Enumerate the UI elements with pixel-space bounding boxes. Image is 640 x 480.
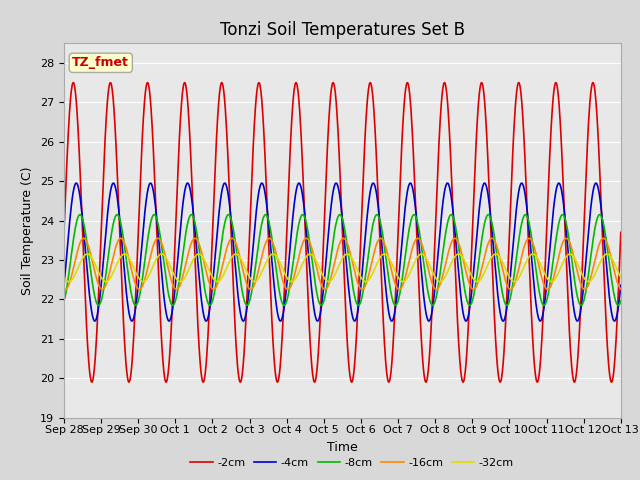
-32cm [60,275,68,280]
-4cm [425,318,433,324]
Line: -4cm: -4cm [64,183,621,321]
-8cm [60,298,68,304]
-4cm [429,301,437,307]
-16cm [551,269,559,275]
-32cm [617,275,625,280]
-2cm [551,81,559,87]
-4cm [552,192,559,197]
-2cm [617,229,625,235]
-4cm [502,309,510,314]
Line: -32cm: -32cm [64,254,621,282]
-16cm [429,282,436,288]
-32cm [552,276,559,281]
-16cm [563,235,570,241]
-2cm [429,281,437,287]
-2cm [246,207,254,213]
-8cm [206,302,214,308]
-4cm [184,180,191,186]
-8cm [552,241,559,247]
-32cm [246,275,254,281]
-32cm [502,268,510,274]
-8cm [225,212,232,217]
-8cm [502,302,510,308]
-4cm [246,277,254,283]
Legend: -2cm, -4cm, -8cm, -16cm, -32cm: -2cm, -4cm, -8cm, -16cm, -32cm [186,453,518,472]
-16cm [544,287,552,292]
-8cm [184,219,191,225]
-8cm [617,298,625,304]
-4cm [617,282,625,288]
-16cm [617,286,625,292]
-2cm [607,379,615,385]
X-axis label: Time: Time [327,441,358,454]
Line: -2cm: -2cm [64,83,621,382]
-32cm [344,251,351,257]
-2cm [502,314,509,320]
-32cm [170,273,178,278]
-32cm [325,279,333,285]
-2cm [70,80,77,85]
-4cm [170,293,178,299]
-16cm [60,286,68,292]
Y-axis label: Soil Temperature (C): Soil Temperature (C) [22,166,35,295]
Line: -8cm: -8cm [64,215,621,305]
-16cm [170,285,178,291]
Text: TZ_fmet: TZ_fmet [72,56,129,69]
-32cm [429,271,437,277]
-8cm [429,302,437,308]
-2cm [184,106,192,112]
-2cm [171,247,179,253]
-8cm [247,293,255,299]
-32cm [184,269,191,275]
-16cm [246,287,254,292]
Title: Tonzi Soil Temperatures Set B: Tonzi Soil Temperatures Set B [220,21,465,39]
-16cm [502,278,509,284]
-2cm [60,229,68,235]
-8cm [170,301,178,307]
-4cm [60,282,68,288]
-16cm [184,252,191,258]
Line: -16cm: -16cm [64,238,621,289]
-4cm [444,180,451,186]
